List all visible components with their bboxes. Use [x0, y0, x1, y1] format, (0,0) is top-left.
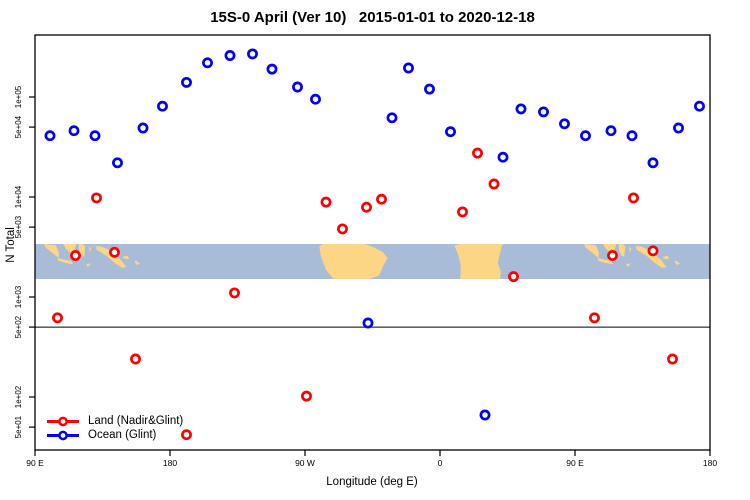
data-point [89, 130, 101, 142]
data-point [337, 223, 348, 235]
x-axis-title: Longitude (deg E) [326, 476, 418, 488]
y-axis-title: N Total [5, 227, 17, 263]
map-land-solomons [674, 260, 680, 265]
svg-text:90 W: 90 W [295, 458, 315, 468]
data-point [224, 50, 236, 61]
data-point [589, 312, 600, 324]
svg-text:1e+04: 1e+04 [14, 185, 23, 208]
data-point [424, 83, 435, 95]
data-point [580, 130, 591, 142]
series-land [52, 147, 678, 441]
ocean-series-symbol-icon [47, 430, 79, 441]
data-point [559, 118, 570, 130]
data-point [247, 48, 258, 60]
land-series-symbol-icon [47, 416, 79, 427]
map-land-sulawesi [78, 244, 86, 257]
chart-title: 15S-0 April (Ver 10) 2015-01-01 to 2020-… [210, 9, 535, 26]
data-point [292, 81, 303, 93]
svg-text:5e+02: 5e+02 [14, 315, 23, 338]
map-land-java [57, 258, 74, 265]
svg-text:90 E: 90 E [566, 458, 584, 468]
svg-text:1e+02: 1e+02 [14, 385, 23, 408]
map-land-south-america [319, 244, 388, 279]
svg-text:180: 180 [163, 458, 177, 468]
data-point [607, 250, 618, 261]
data-point [266, 63, 278, 75]
data-point [647, 157, 659, 169]
map-land-new-guinea [96, 245, 127, 268]
data-point [386, 112, 398, 124]
data-point [301, 390, 312, 402]
data-point [479, 409, 491, 421]
data-point [68, 125, 80, 137]
data-point [202, 57, 213, 69]
data-point [109, 246, 120, 258]
data-point [320, 196, 332, 208]
data-point [130, 353, 141, 365]
data-point [628, 192, 639, 204]
data-point [44, 130, 56, 142]
legend: Land (Nadir&Glint) Ocean (Glint) [46, 415, 183, 442]
data-point [91, 192, 102, 204]
data-point [647, 245, 659, 257]
data-point [667, 353, 678, 365]
map-land-java [597, 258, 614, 265]
data-point [361, 201, 372, 213]
data-point [472, 147, 483, 159]
svg-text:1e+03: 1e+03 [14, 285, 23, 308]
series-ocean [44, 48, 705, 421]
legend-label-land: Land (Nadir&Glint) [88, 415, 184, 428]
svg-text:0: 0 [438, 458, 443, 468]
map-land-africa [454, 244, 503, 279]
map-land-new-britain [122, 255, 129, 260]
data-point [362, 317, 374, 329]
data-point [403, 62, 414, 74]
svg-text:90 E: 90 E [26, 458, 44, 468]
map-land-sumatra [44, 244, 59, 258]
legend-item-land: Land (Nadir&Glint) [46, 415, 183, 429]
map-land-timor [626, 263, 631, 268]
legend-item-ocean: Ocean (Glint) [46, 429, 183, 443]
svg-text:5e+04: 5e+04 [14, 115, 23, 138]
data-point [673, 122, 684, 134]
data-point [376, 193, 387, 205]
svg-text:180: 180 [703, 458, 717, 468]
data-point [181, 76, 192, 88]
data-point [457, 206, 468, 218]
data-point [488, 178, 500, 190]
data-point [626, 130, 638, 142]
svg-text:1e+05: 1e+05 [14, 85, 23, 108]
data-point [310, 93, 321, 105]
map-land-sulawesi [618, 244, 626, 257]
svg-text:5e+03: 5e+03 [14, 215, 23, 238]
data-point [229, 287, 240, 299]
data-point [70, 250, 81, 261]
data-point [137, 122, 149, 134]
data-point [52, 312, 63, 324]
map-land-sumatra [584, 244, 599, 258]
data-point [605, 125, 617, 137]
data-point [181, 429, 192, 441]
map-land-maluku [629, 246, 632, 253]
map-land-new-guinea [636, 245, 667, 268]
data-point [538, 106, 549, 118]
map-land-timor [86, 263, 91, 268]
map-land-solomons [134, 260, 140, 265]
legend-label-ocean: Ocean (Glint) [88, 428, 157, 441]
data-point [694, 100, 705, 112]
map-land-maluku [89, 246, 92, 253]
map-land-new-britain [662, 255, 669, 260]
data-point [497, 151, 509, 163]
svg-text:5e+01: 5e+01 [14, 415, 23, 438]
data-point [445, 126, 456, 138]
data-point [515, 103, 527, 115]
data-point [112, 157, 123, 169]
data-point [508, 271, 519, 283]
data-point [157, 100, 168, 112]
